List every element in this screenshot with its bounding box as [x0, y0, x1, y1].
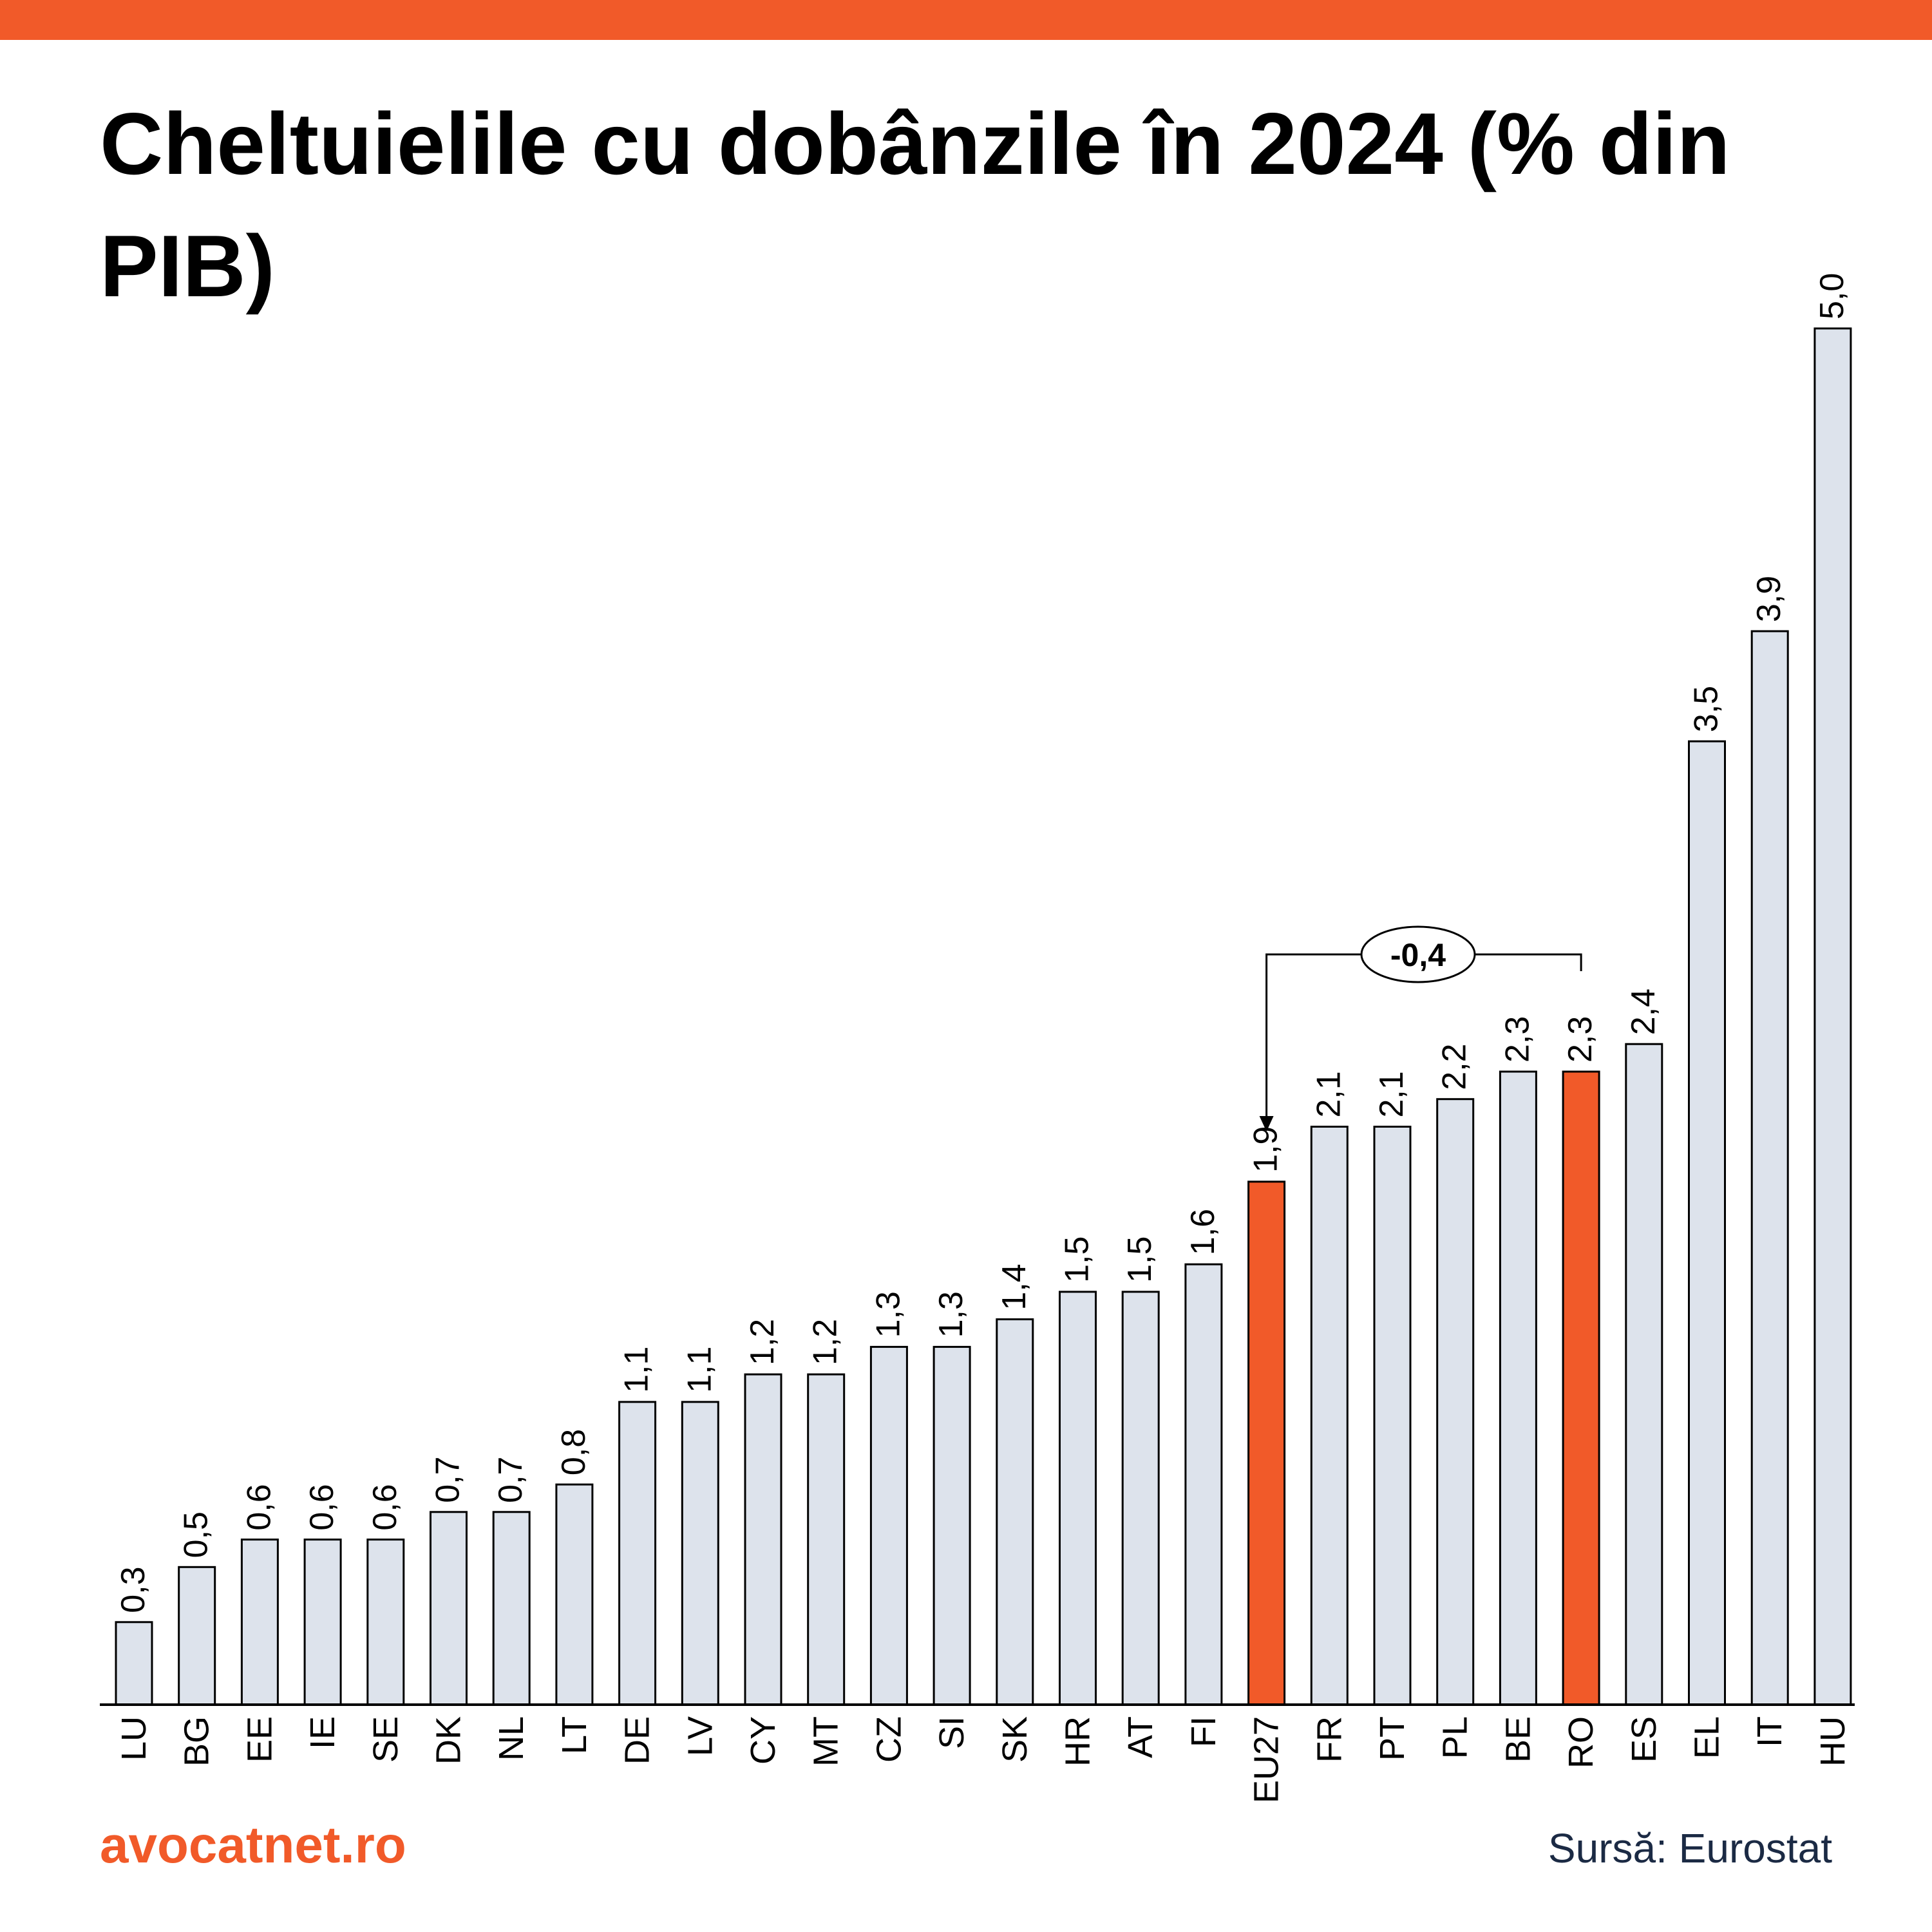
value-label-es: 2,4	[1625, 989, 1662, 1035]
category-label-ie: IE	[303, 1716, 342, 1749]
category-label-cz: CZ	[869, 1716, 908, 1763]
category-label-it: IT	[1750, 1716, 1789, 1747]
value-label-si: 1,3	[933, 1291, 970, 1338]
category-label-ee: EE	[240, 1716, 279, 1763]
source-note: Sursă: Eurostat	[1548, 1825, 1832, 1871]
value-label-lt: 0,8	[555, 1429, 592, 1475]
value-label-bg: 0,5	[178, 1511, 215, 1558]
category-label-hr: HR	[1059, 1716, 1097, 1766]
bar-fi	[1184, 1263, 1223, 1706]
bar-pt	[1373, 1126, 1412, 1706]
value-label-ro: 2,3	[1562, 1016, 1599, 1063]
value-label-el: 3,5	[1688, 686, 1725, 732]
value-label-cy: 1,2	[744, 1319, 781, 1365]
bar-es	[1625, 1043, 1663, 1706]
category-label-at: AT	[1121, 1716, 1160, 1758]
bar-pl	[1436, 1098, 1475, 1706]
value-label-dk: 0,7	[430, 1457, 467, 1503]
value-label-at: 1,5	[1121, 1236, 1159, 1283]
top-accent-bar	[0, 0, 1932, 40]
value-label-pl: 2,2	[1436, 1043, 1473, 1090]
category-label-sk: SK	[996, 1716, 1034, 1763]
bar-be	[1499, 1070, 1537, 1706]
bar-ro	[1562, 1070, 1600, 1706]
bar-hu	[1814, 327, 1852, 1706]
bar-ie	[303, 1539, 342, 1706]
value-label-ee: 0,6	[240, 1484, 278, 1530]
value-label-se: 0,6	[366, 1484, 404, 1530]
category-label-hu: HU	[1814, 1716, 1852, 1766]
annotation-label: -0,4	[1390, 937, 1446, 973]
bar-bg	[178, 1566, 216, 1706]
category-label-de: DE	[618, 1716, 657, 1765]
annotation-arrowhead	[1259, 1115, 1274, 1132]
annotation-oval	[1360, 925, 1476, 983]
value-label-mt: 1,2	[807, 1319, 844, 1365]
value-label-cz: 1,3	[869, 1291, 907, 1338]
bar-cz	[869, 1345, 908, 1706]
bar-fr	[1310, 1126, 1349, 1706]
bar-eu27	[1247, 1180, 1286, 1706]
annotation-line-right	[1475, 953, 1582, 971]
bar-mt	[807, 1373, 846, 1706]
category-label-cy: CY	[744, 1716, 782, 1765]
value-label-hr: 1,5	[1059, 1236, 1096, 1283]
value-label-ie: 0,6	[303, 1484, 341, 1530]
bar-it	[1750, 630, 1789, 1706]
category-label-lv: LV	[681, 1716, 719, 1756]
value-label-hu: 5,0	[1814, 273, 1851, 319]
value-label-de: 1,1	[618, 1347, 656, 1393]
category-label-mt: MT	[807, 1716, 846, 1766]
bar-cy	[744, 1373, 782, 1706]
bar-de	[618, 1401, 657, 1706]
bar-lv	[681, 1401, 719, 1706]
category-label-pt: PT	[1373, 1716, 1412, 1761]
category-label-pl: PL	[1436, 1716, 1475, 1759]
bar-dk	[430, 1511, 468, 1706]
category-label-nl: NL	[492, 1716, 531, 1761]
bars-layer	[115, 327, 1852, 1706]
category-label-eu27: EU27	[1247, 1716, 1286, 1803]
category-label-bg: BG	[178, 1716, 216, 1766]
bar-lt	[555, 1483, 594, 1706]
bar-si	[933, 1345, 971, 1706]
value-label-pt: 2,1	[1373, 1071, 1410, 1117]
category-label-lt: LT	[555, 1716, 594, 1754]
bar-hr	[1059, 1291, 1097, 1706]
bar-ee	[240, 1539, 279, 1706]
category-label-fr: FR	[1310, 1716, 1349, 1763]
value-label-be: 2,3	[1499, 1016, 1536, 1063]
difference-annotation: -0,4	[1259, 925, 1582, 1132]
value-label-nl: 0,7	[492, 1457, 529, 1503]
bar-nl	[492, 1511, 531, 1706]
brand-logo-text[interactable]: avocatnet.ro	[100, 1816, 406, 1873]
bar-el	[1688, 740, 1726, 1706]
value-labels-layer: 0,3 0,5 0,6 0,6 0,6 0,7 0,7 0,8 1,1 1,1 1,2 1,2 1,3 1…	[115, 273, 1851, 1613]
value-label-lv: 1,1	[681, 1347, 718, 1393]
category-label-fi: FI	[1184, 1716, 1223, 1747]
value-label-sk: 1,4	[996, 1264, 1033, 1310]
bar-lu	[115, 1621, 153, 1706]
value-label-fr: 2,1	[1310, 1071, 1347, 1117]
bar-se	[366, 1539, 405, 1706]
category-label-be: BE	[1499, 1716, 1537, 1763]
category-label-si: SI	[933, 1716, 971, 1749]
bar-sk	[996, 1318, 1034, 1706]
category-label-el: EL	[1688, 1716, 1727, 1759]
value-label-lu: 0,3	[115, 1567, 152, 1613]
value-label-eu27: 1,9	[1247, 1126, 1285, 1173]
chart-title: Cheltuielile cu dobânzile în 2024 (% din…	[100, 95, 1730, 315]
category-label-lu: LU	[115, 1716, 153, 1761]
category-label-ro: RO	[1562, 1716, 1600, 1768]
annotation-line-left	[1265, 953, 1361, 1117]
value-label-it: 3,9	[1750, 576, 1788, 622]
category-labels-layer: LU BG EE IE SE DK NL LT DE LV CY MT CZ SI SK HR AT FI EU27…	[115, 1716, 1852, 1803]
value-label-fi: 1,6	[1184, 1209, 1222, 1255]
category-label-es: ES	[1625, 1716, 1663, 1763]
category-label-se: SE	[366, 1716, 405, 1763]
category-label-dk: DK	[430, 1716, 468, 1765]
bar-at	[1121, 1291, 1160, 1706]
